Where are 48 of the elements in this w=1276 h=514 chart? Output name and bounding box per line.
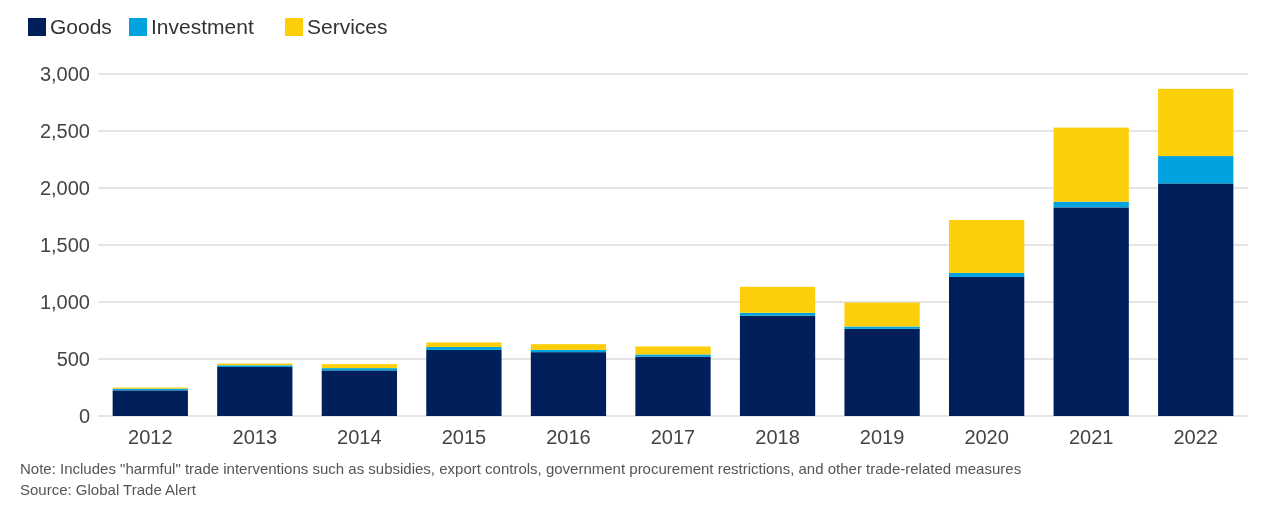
legend-label: Services bbox=[307, 15, 388, 38]
y-tick-label: 1,000 bbox=[39, 291, 90, 313]
bar bbox=[426, 342, 502, 348]
x-tick-label: 2021 bbox=[1068, 426, 1114, 448]
bar bbox=[844, 302, 920, 327]
text: Note: Includes "harmful" trade interventions such as subsidies, export controls, government procurement restrictions, and other trade-related measures bbox=[20, 460, 1022, 477]
x-tick-label: 2015 bbox=[441, 426, 487, 448]
x-tick-label: 2022 bbox=[1173, 426, 1218, 448]
bar bbox=[1158, 156, 1234, 184]
x-tick-label: 2012 bbox=[128, 426, 173, 448]
bar bbox=[949, 276, 1025, 416]
bar bbox=[739, 315, 816, 416]
y-tick-label: 3,000 bbox=[39, 63, 90, 85]
bar bbox=[321, 364, 397, 369]
legend-label: Goods bbox=[50, 15, 112, 38]
bar bbox=[635, 346, 711, 355]
bar bbox=[426, 347, 502, 350]
legend-label: Investment bbox=[151, 15, 254, 38]
bar bbox=[739, 312, 816, 316]
x-tick-label: 2013 bbox=[232, 426, 278, 448]
bar bbox=[949, 272, 1025, 277]
bar bbox=[844, 328, 920, 416]
y-tick-label: 2,000 bbox=[39, 177, 90, 199]
bar bbox=[1053, 207, 1129, 416]
bar bbox=[1158, 88, 1234, 157]
bar bbox=[426, 349, 502, 416]
source-note: Source: Global Trade Alert bbox=[20, 481, 197, 498]
x-tick-label: 2017 bbox=[650, 426, 696, 448]
bar bbox=[217, 366, 293, 416]
bar bbox=[635, 354, 711, 357]
y-tick-label: 1,500 bbox=[39, 234, 90, 256]
x-tick-label: 2020 bbox=[964, 426, 1009, 448]
bar bbox=[321, 370, 397, 416]
bar bbox=[530, 352, 607, 416]
y-tick-label: 2,500 bbox=[39, 120, 90, 142]
bar bbox=[635, 356, 711, 416]
x-tick-label: 2019 bbox=[859, 426, 905, 448]
y-tick-label: 0 bbox=[78, 405, 90, 427]
bar bbox=[1053, 127, 1129, 202]
bar bbox=[739, 286, 816, 313]
y-tick-label: 500 bbox=[56, 348, 90, 370]
x-tick-label: 2016 bbox=[546, 426, 591, 448]
bar bbox=[949, 219, 1025, 273]
x-tick-label: 2014 bbox=[337, 426, 382, 448]
x-tick-label: 2018 bbox=[755, 426, 800, 448]
bar bbox=[1158, 183, 1234, 416]
bar bbox=[530, 344, 607, 350]
bar bbox=[112, 390, 188, 416]
